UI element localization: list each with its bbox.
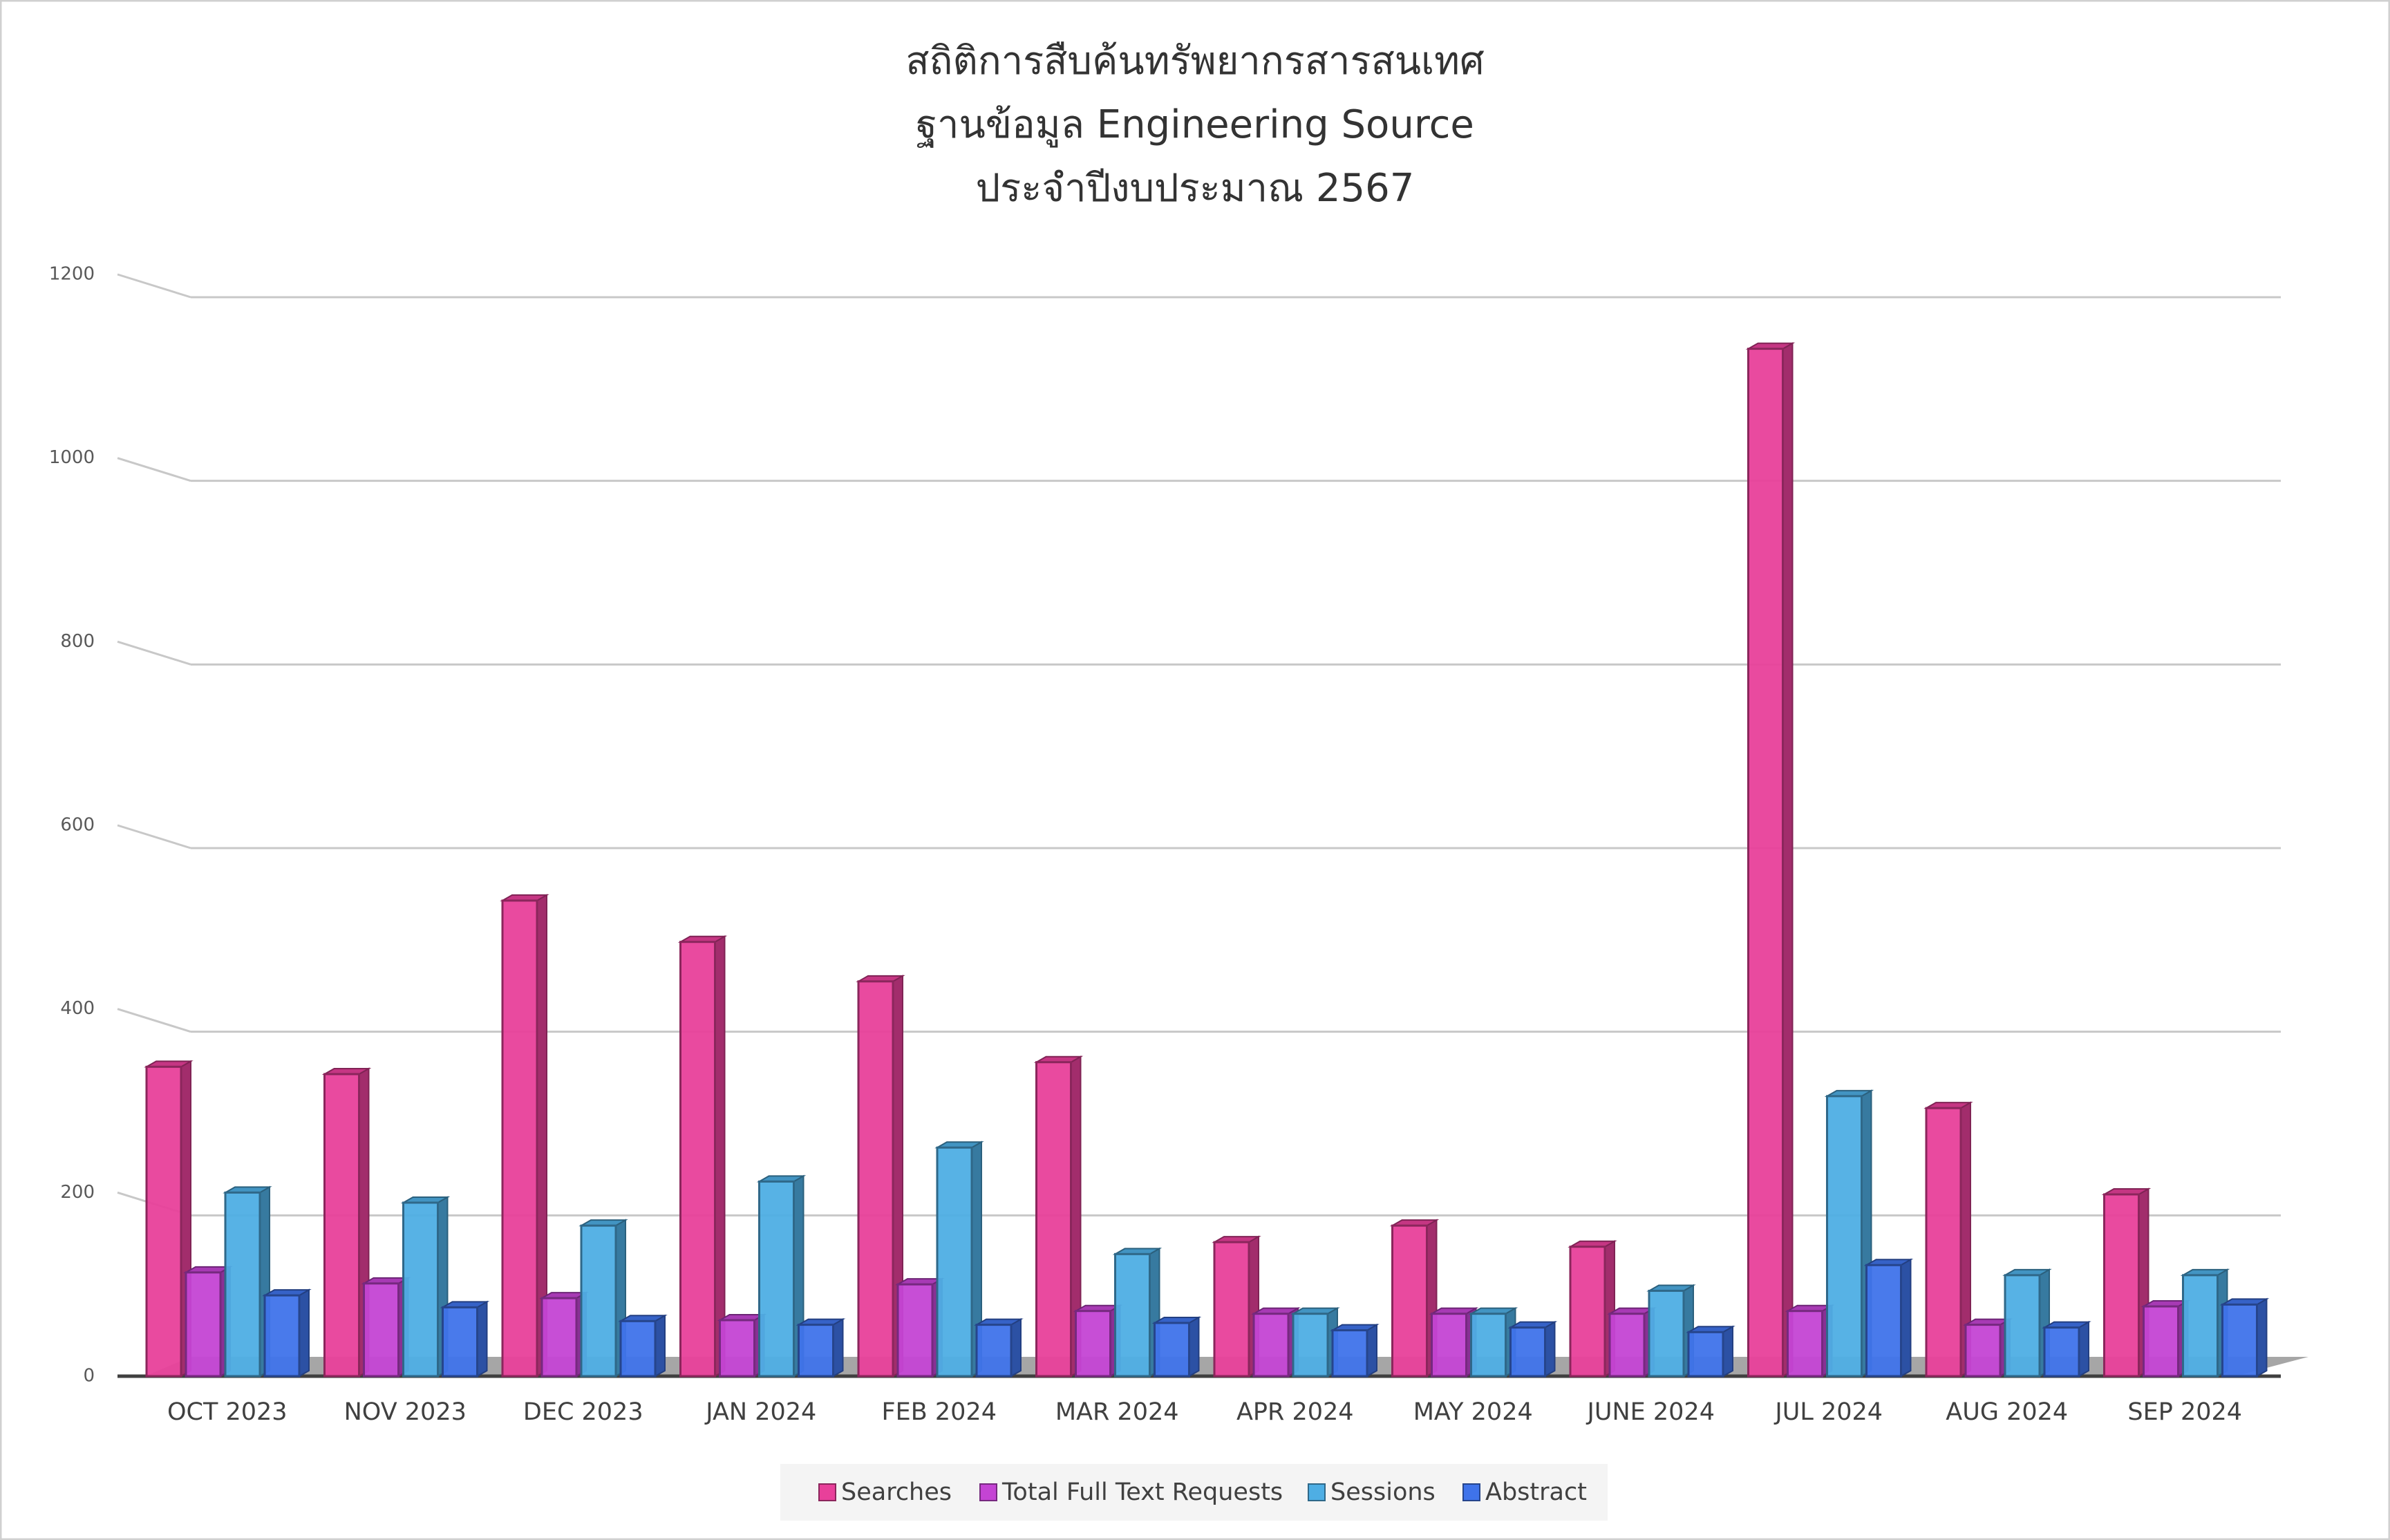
- bar: [224, 1191, 261, 1378]
- x-tick-label: JAN 2024: [704, 1398, 816, 1426]
- y-tick-label: 0: [83, 1366, 95, 1387]
- bar-side: [1722, 1325, 1733, 1378]
- bar: [1925, 1107, 1962, 1378]
- grid-line: [117, 273, 191, 299]
- bar-side: [655, 1314, 666, 1378]
- x-tick-label: NOV 2023: [344, 1398, 467, 1426]
- x-tick-label: JUNE 2024: [1586, 1398, 1715, 1426]
- bar: [501, 899, 538, 1378]
- bar: [540, 1297, 578, 1378]
- bar: [580, 1224, 617, 1378]
- bar: [363, 1282, 399, 1378]
- bar: [896, 1283, 934, 1378]
- bar-side: [1010, 1317, 1022, 1378]
- bar-side: [1900, 1258, 1912, 1378]
- grid-line: [117, 824, 191, 849]
- legend-swatch: [979, 1483, 997, 1501]
- legend-swatch: [818, 1483, 836, 1501]
- bar: [1826, 1095, 1863, 1378]
- bar: [2221, 1303, 2258, 1378]
- bar-side: [299, 1288, 310, 1378]
- bar: [1865, 1264, 1902, 1378]
- legend-swatch: [1308, 1483, 1326, 1501]
- bar: [1787, 1310, 1823, 1378]
- grid-line: [117, 640, 191, 666]
- bar: [1213, 1241, 1250, 1378]
- bar: [936, 1146, 973, 1378]
- bar: [1035, 1061, 1072, 1378]
- bar: [1114, 1252, 1151, 1378]
- legend-label: Searches: [841, 1478, 952, 1506]
- y-tick-label: 1200: [49, 264, 95, 285]
- bar: [619, 1320, 657, 1378]
- bar: [857, 980, 894, 1378]
- legend-label: Total Full Text Requests: [1001, 1478, 1283, 1506]
- bar: [679, 941, 716, 1378]
- x-tick-label: APR 2024: [1236, 1398, 1354, 1426]
- bar: [719, 1319, 755, 1378]
- y-tick-label: 400: [60, 998, 95, 1019]
- legend-swatch: [1462, 1483, 1480, 1501]
- bar: [798, 1324, 834, 1378]
- bar: [1964, 1324, 2002, 1378]
- y-tick-label: 600: [60, 815, 95, 836]
- bar: [1331, 1329, 1368, 1378]
- bar: [1648, 1289, 1685, 1378]
- bar: [323, 1073, 360, 1378]
- legend-label: Sessions: [1330, 1478, 1436, 1506]
- bar: [185, 1271, 222, 1378]
- bar-side: [832, 1317, 844, 1378]
- bar: [2143, 1305, 2179, 1378]
- bar: [145, 1065, 182, 1378]
- bar: [1509, 1326, 1546, 1378]
- y-tick-label: 1000: [49, 447, 95, 468]
- grid-line: [117, 1008, 191, 1033]
- bar: [1747, 348, 1784, 1378]
- bar: [1431, 1313, 1467, 1378]
- bar: [402, 1201, 439, 1378]
- bar: [2103, 1193, 2140, 1378]
- bar: [2182, 1274, 2219, 1378]
- bar-side: [2256, 1297, 2268, 1378]
- bar: [1154, 1322, 1190, 1378]
- bar: [1608, 1313, 1646, 1378]
- bar: [1569, 1246, 1606, 1378]
- bar-side: [1188, 1316, 1200, 1378]
- y-tick-label: 800: [60, 631, 95, 652]
- x-tick-label: MAY 2024: [1413, 1398, 1533, 1426]
- bar: [758, 1180, 795, 1378]
- bar: [442, 1306, 478, 1378]
- bar-side: [2078, 1320, 2089, 1378]
- chart-title: ประจำปีงบประมาณ 2567: [976, 166, 1415, 211]
- bar: [1252, 1313, 1290, 1378]
- y-tick-label: 200: [60, 1182, 95, 1203]
- bar-side: [714, 935, 726, 1378]
- x-tick-label: DEC 2023: [523, 1398, 643, 1426]
- bar: [1687, 1331, 1724, 1378]
- chart-title: สถิติการสืบค้นทรัพยากรสารสนเทศ: [905, 39, 1484, 84]
- bar: [1292, 1313, 1329, 1378]
- bar: [1470, 1313, 1507, 1378]
- bar-side: [1544, 1320, 1556, 1378]
- bar-side: [1366, 1323, 1377, 1378]
- bar: [2043, 1326, 2080, 1378]
- x-tick-label: FEB 2024: [882, 1398, 997, 1426]
- bar: [1391, 1224, 1428, 1378]
- x-tick-label: SEP 2024: [2127, 1398, 2242, 1426]
- bar-side: [1782, 341, 1794, 1378]
- bar: [263, 1294, 301, 1378]
- x-tick-label: JUL 2024: [1773, 1398, 1883, 1426]
- grid-line: [117, 457, 191, 482]
- legend-label: Abstract: [1485, 1478, 1587, 1506]
- x-tick-label: AUG 2024: [1946, 1398, 2068, 1426]
- chart-title: ฐานข้อมูล Engineering Source: [916, 102, 1474, 148]
- bar: [1075, 1310, 1111, 1378]
- x-tick-label: OCT 2023: [167, 1398, 288, 1426]
- x-tick-label: MAR 2024: [1055, 1398, 1179, 1426]
- bar-side: [476, 1300, 488, 1378]
- bar: [975, 1324, 1013, 1378]
- bar: [2004, 1274, 2041, 1378]
